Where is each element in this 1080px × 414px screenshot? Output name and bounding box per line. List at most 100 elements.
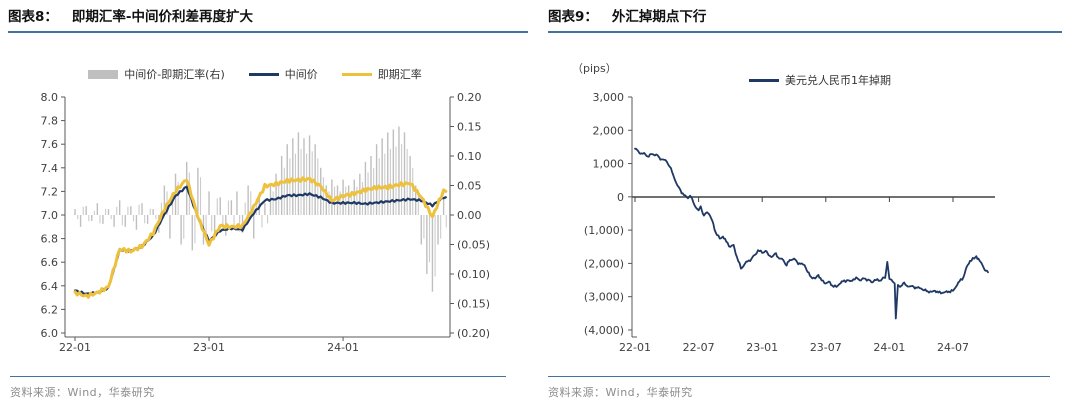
x-axis-tick-label: 22-01 — [619, 341, 651, 354]
x-axis-tick-label: 23-01 — [746, 341, 778, 354]
spread-bar — [93, 210, 95, 215]
spread-bar — [194, 215, 196, 244]
spread-bar — [317, 158, 319, 215]
left-axis-tick-label: 8.0 — [41, 91, 59, 104]
navy-line-swatch-icon — [248, 72, 279, 76]
left-axis-tick-label: 6.2 — [41, 303, 59, 316]
left-axis-tick-label: 7.0 — [41, 209, 59, 222]
left-axis-tick-label: 6.4 — [41, 280, 59, 293]
spread-bar — [77, 215, 79, 220]
spread-bar — [155, 215, 157, 220]
x-axis-tick-label: 24-07 — [937, 341, 969, 354]
spread-bar — [91, 215, 93, 221]
y-axis-tick-label: (3,000) — [584, 291, 624, 304]
spread-bar — [261, 215, 263, 228]
spread-bar — [102, 215, 104, 224]
y-axis-tick-label: (4,000) — [584, 324, 624, 337]
spread-bar — [266, 215, 269, 224]
spread-bar — [160, 202, 162, 215]
spread-bar — [222, 215, 224, 228]
spread-bar — [180, 215, 182, 245]
yellow-line-swatch-icon — [341, 72, 372, 76]
left-axis-tick-label: 6.0 — [41, 327, 59, 340]
spread-bar — [118, 200, 121, 215]
spread-bar — [211, 215, 213, 232]
left-axis-tick-label: 6.8 — [41, 233, 59, 246]
legend-label-parity: 中间价 — [284, 68, 318, 81]
right-axis-tick-label: (0.05) — [457, 239, 490, 252]
spread-bar — [146, 215, 149, 224]
y-axis-tick-label: 3,000 — [593, 91, 625, 104]
spread-bar — [253, 215, 255, 239]
spread-bar — [412, 167, 414, 215]
legend-item-spot: 即期汇率 — [341, 66, 422, 82]
y-axis-tick-label: 0 — [617, 191, 624, 204]
spread-bar — [250, 191, 252, 215]
spread-bar — [359, 173, 361, 215]
right-axis-tick-label: 0.20 — [457, 91, 482, 104]
spread-bar — [79, 215, 82, 227]
spread-bar — [230, 200, 233, 215]
chart9-title: 图表9： 外汇掉期点下行 — [548, 9, 1062, 34]
spread-bar — [420, 215, 422, 245]
chart8-source-text: 资料来源：Wind，华泰研究 — [10, 386, 155, 399]
chart9-source-text: 资料来源：Wind，华泰研究 — [548, 386, 693, 399]
spread-bar — [121, 215, 123, 226]
right-axis-tick-label: 0.15 — [457, 121, 482, 134]
spread-bar — [152, 209, 154, 215]
x-axis-tick-label: 22-07 — [683, 341, 715, 354]
y-axis-tick-label: (1,000) — [584, 224, 624, 237]
spread-bar — [236, 191, 238, 215]
spread-bar — [289, 158, 291, 215]
right-axis-tick-label: (0.10) — [457, 268, 490, 281]
spread-bar — [331, 179, 333, 215]
spread-bar — [356, 186, 358, 215]
right-axis-tick-label: (0.15) — [457, 298, 490, 311]
x-axis-tick-label: 24-01 — [327, 341, 359, 354]
spread-bar — [308, 135, 311, 215]
legend-item-spread: 中间价-即期汇率(右) — [88, 66, 225, 82]
spread-bar — [247, 185, 249, 215]
left-axis-tick-label: 6.6 — [41, 256, 59, 269]
spread-bar — [303, 138, 305, 215]
navy-line-swatch-icon — [749, 78, 779, 82]
spread-bar — [255, 198, 257, 215]
spread-bar — [191, 215, 193, 251]
spread-bar — [398, 126, 400, 215]
spread-bar — [233, 215, 235, 226]
legend-item-swap: 美元兑人民币1年掉期 — [749, 72, 891, 88]
right-axis-tick-label: 0.05 — [457, 180, 482, 193]
spread-bar — [384, 153, 386, 215]
spread-bar — [113, 215, 115, 227]
chart8-title: 图表8： 即期汇率-中间价利差再度扩大 — [8, 9, 528, 34]
spread-bar — [375, 144, 378, 215]
x-axis-tick-label: 23-07 — [810, 341, 842, 354]
chart8-title-text: 即期汇率-中间价利差再度扩大 — [71, 9, 254, 25]
spread-bar — [144, 215, 146, 224]
spread-bar — [440, 215, 442, 239]
spread-bar — [199, 177, 202, 215]
spread-bar — [275, 173, 277, 215]
spread-bar — [172, 198, 174, 215]
spread-bar — [183, 215, 185, 239]
spread-bar — [320, 167, 322, 215]
spread-bar — [417, 191, 419, 215]
spread-bar — [197, 167, 199, 215]
spread-bar — [373, 167, 375, 215]
chart9-title-prefix: 图表9： — [548, 9, 598, 25]
right-axis-tick-label: (0.20) — [457, 327, 490, 340]
y-axis-tick-label: 2,000 — [593, 124, 625, 137]
legend-label-spread: 中间价-即期汇率(右) — [124, 68, 225, 81]
spread-bar — [177, 181, 179, 215]
legend-item-parity: 中间价 — [248, 66, 318, 82]
spread-bar — [367, 172, 369, 215]
parity-line — [73, 185, 447, 296]
spread-bar — [96, 203, 99, 215]
spread-bar — [395, 146, 397, 215]
spread-bar — [322, 177, 324, 215]
spread-bar — [306, 153, 308, 215]
spread-bar — [216, 198, 218, 215]
spread-bar — [428, 215, 431, 263]
legend-label-swap: 美元兑人民币1年掉期 — [785, 74, 891, 87]
spread-bar — [361, 181, 364, 215]
